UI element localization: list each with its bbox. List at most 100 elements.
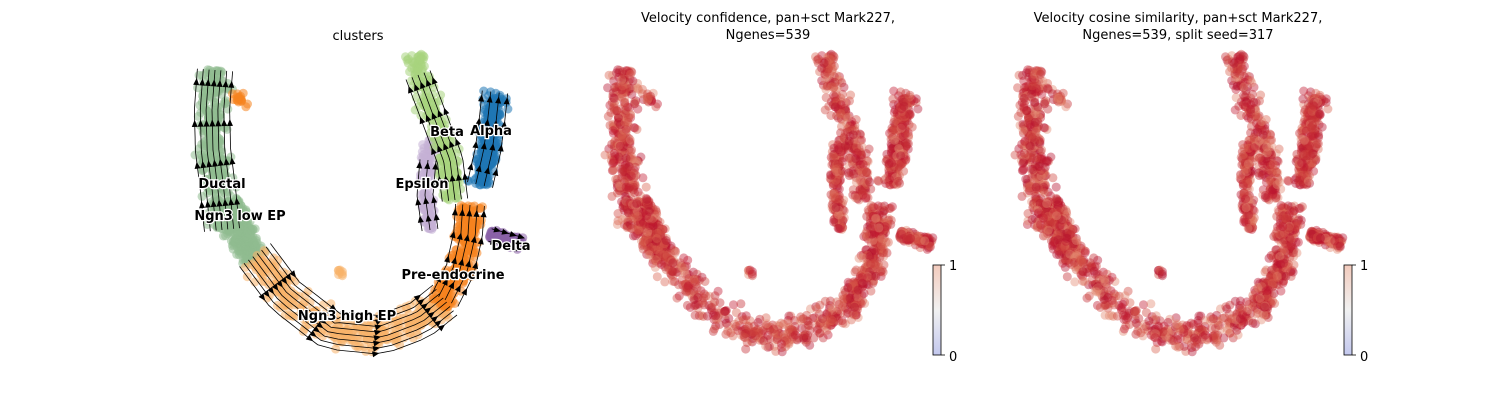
cell-point (668, 258, 678, 268)
panel2-title-line1: Velocity confidence, pan+sct Mark227, (641, 11, 895, 26)
cell-point (690, 274, 700, 284)
cell-point (643, 93, 653, 103)
cell-point (1037, 145, 1047, 155)
cell-point (679, 266, 689, 276)
cell-point (865, 177, 875, 187)
cell-point (702, 311, 712, 321)
cell-point (621, 153, 631, 163)
cell-point (825, 314, 835, 324)
cell-point (1018, 126, 1028, 136)
cell-point (1019, 102, 1029, 112)
cell-point (625, 135, 635, 145)
cell-point (925, 241, 935, 251)
panel2-colorbar-label-min: 0 (949, 350, 957, 365)
cell-point (643, 235, 653, 245)
panel3-title-line2: Ngenes=539, split seed=317 (1082, 28, 1273, 43)
cluster-label-beta: Beta (430, 125, 464, 140)
cell-point (608, 126, 618, 136)
cell-point (233, 235, 243, 245)
cell-point (831, 203, 841, 213)
cell-point (641, 182, 651, 192)
cell-point (697, 295, 707, 305)
cell-point (1035, 135, 1045, 145)
cell-point (827, 303, 837, 313)
cell-point (709, 324, 719, 334)
cell-point (207, 133, 217, 143)
cell-point (711, 311, 721, 321)
cell-point (734, 316, 744, 326)
panel-cosine-similarity: Velocity cosine similarity, pan+sct Mark… (1010, 11, 1368, 365)
cell-point (812, 304, 822, 314)
cell-point (826, 111, 836, 120)
cell-point (632, 199, 642, 209)
cell-point (630, 162, 640, 172)
cell-point (830, 102, 840, 112)
cell-point (861, 193, 871, 203)
cell-point (458, 222, 468, 232)
cell-point (1028, 81, 1038, 91)
cell-point (890, 135, 899, 145)
cell-point (762, 319, 772, 329)
cell-point (630, 188, 639, 198)
cluster-label-ngn3-low-ep: Ngn3 low EP (194, 209, 285, 224)
cell-point (829, 217, 839, 227)
cell-point (451, 193, 461, 203)
cell-point (1048, 173, 1058, 183)
cell-point (889, 86, 899, 96)
cell-point (409, 58, 419, 68)
cell-point (849, 310, 859, 320)
cluster-label-delta: Delta (491, 239, 530, 254)
cell-point (829, 82, 839, 92)
cell-point (777, 339, 786, 349)
cell-point (1031, 182, 1041, 192)
cell-point (819, 58, 829, 68)
cell-point (837, 78, 847, 88)
cell-point (747, 269, 757, 279)
cell-point (898, 121, 908, 130)
cell-point (887, 158, 897, 168)
cell-point (862, 211, 872, 221)
cell-point (1019, 158, 1028, 168)
cell-point (630, 99, 640, 109)
cell-point (668, 276, 678, 286)
cell-point (893, 176, 903, 186)
cell-point (1030, 97, 1040, 107)
cell-point (845, 293, 855, 303)
cell-point (740, 333, 750, 343)
cell-point (869, 258, 879, 268)
cell-point (761, 341, 771, 351)
cell-point (850, 302, 860, 312)
cell-point (843, 112, 853, 122)
cell-point (609, 102, 619, 112)
panel3-points (1010, 49, 1348, 357)
cell-point (1025, 141, 1035, 151)
cell-point (690, 310, 700, 320)
cell-point (621, 182, 631, 192)
cell-point (707, 302, 717, 312)
panel3-title-line1: Velocity cosine similarity, pan+sct Mark… (1034, 11, 1323, 26)
cell-point (896, 151, 906, 161)
cell-point (1033, 117, 1043, 127)
cell-point (644, 250, 654, 260)
cell-point (844, 171, 854, 181)
panel2-colorbar: 1 0 (932, 259, 957, 365)
cell-point (871, 213, 881, 223)
cell-point (628, 213, 638, 223)
panel2-title-line2: Ngenes=539 (726, 28, 811, 43)
panel2-points (600, 49, 938, 357)
cell-point (748, 327, 758, 337)
cell-point (207, 215, 217, 224)
cell-point (1051, 182, 1061, 192)
cell-point (615, 141, 625, 151)
cell-point (710, 291, 720, 301)
cell-point (852, 148, 862, 158)
cell-point (838, 318, 848, 328)
cell-point (233, 93, 243, 103)
cell-point (772, 321, 782, 330)
streamline-arrow (226, 119, 233, 127)
cell-point (197, 191, 207, 201)
cell-point (1019, 149, 1029, 158)
cell-point (831, 194, 841, 204)
panel2-colorbar-label-max: 1 (949, 259, 957, 274)
cluster-label-ductal: Ductal (198, 177, 245, 192)
